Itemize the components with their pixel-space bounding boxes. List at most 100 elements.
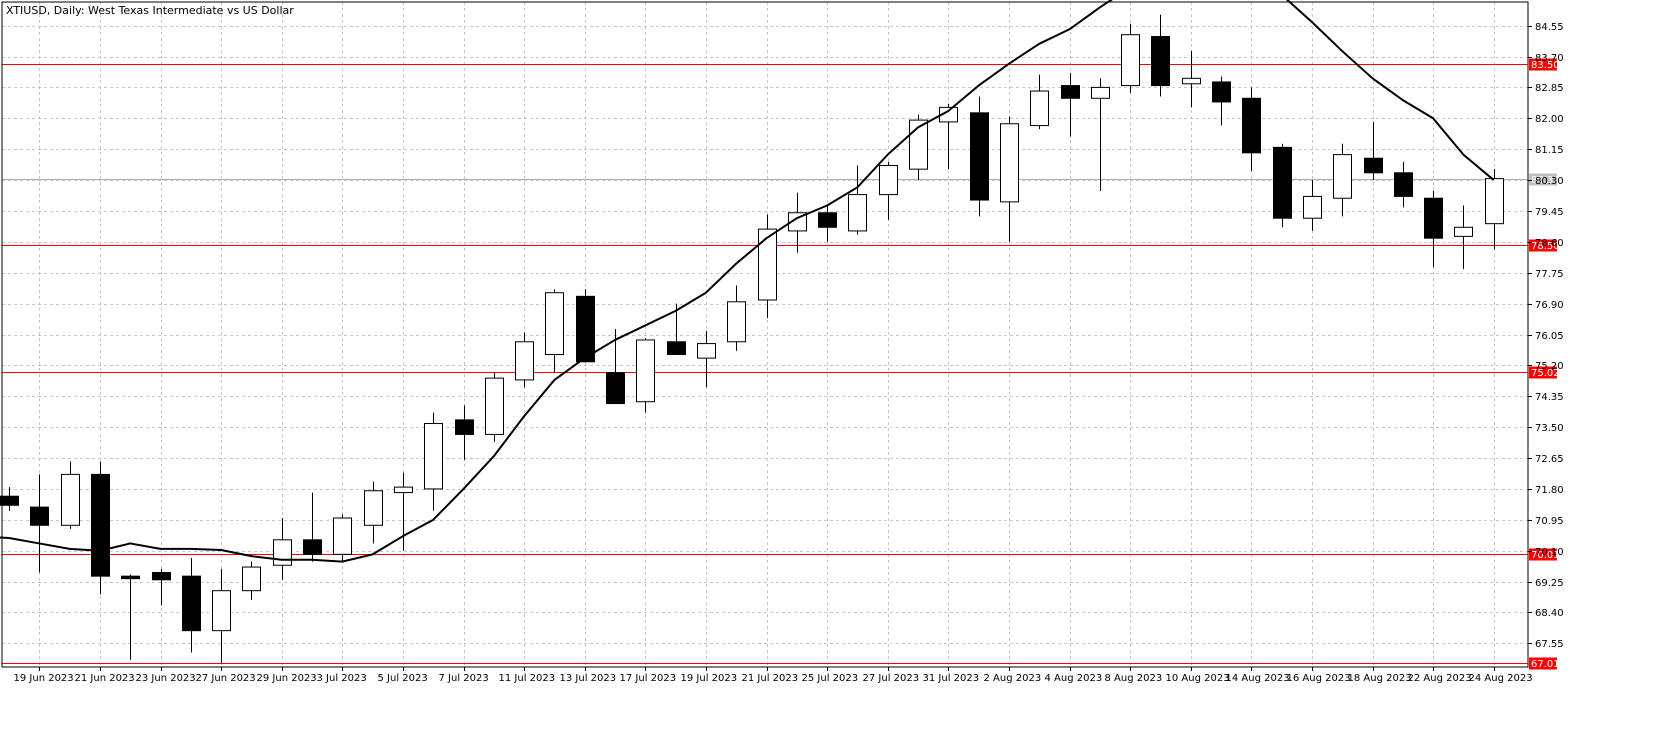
- x-tick-label: 21 Jun 2023: [75, 673, 135, 684]
- x-tick-label: 13 Jul 2023: [560, 673, 617, 684]
- candle-body: [1000, 123, 1019, 203]
- x-tick-label: 2 Aug 2023: [984, 673, 1042, 684]
- candle-body: [364, 490, 383, 526]
- level-label: 67.01: [1531, 659, 1560, 670]
- candle-body: [788, 212, 807, 232]
- candle-body: [303, 539, 322, 555]
- x-tick-label: 22 Aug 2023: [1408, 673, 1472, 684]
- level-label-bg: [1529, 548, 1557, 561]
- candle-body: [1121, 34, 1140, 87]
- y-tick-label: 82.85: [1535, 83, 1564, 94]
- candle-body: [424, 423, 443, 490]
- x-tick-label: 10 Aug 2023: [1166, 673, 1230, 684]
- y-tick-label: 80.30: [1535, 176, 1564, 187]
- y-tick-label: 70.95: [1535, 516, 1564, 527]
- moving-average-line: [0, 0, 1495, 563]
- x-tick-label: 25 Jul 2023: [802, 673, 859, 684]
- y-tick-label: 75.20: [1535, 361, 1564, 372]
- level-label: 75.02: [1531, 368, 1560, 379]
- candle-body: [1061, 85, 1080, 99]
- candle-body: [273, 539, 292, 566]
- candle-body: [545, 292, 564, 355]
- y-tick-label: 74.35: [1535, 392, 1564, 403]
- candle-body: [242, 566, 261, 592]
- x-tick-label: 29 Jun 2023: [257, 673, 317, 684]
- candle-body: [1273, 146, 1292, 219]
- level-label-bg: [1529, 58, 1557, 71]
- current-price-label: 80.34: [1531, 175, 1560, 186]
- candle-body: [485, 377, 504, 435]
- plot-frame: [1, 1, 1529, 668]
- candle-body: [1182, 77, 1201, 85]
- x-tick-label: 11 Jul 2023: [499, 673, 556, 684]
- candle-body: [121, 575, 140, 580]
- x-tick-label: 23 Jun 2023: [136, 673, 196, 684]
- candle-body: [182, 575, 201, 632]
- x-tick-label: 19 Jul 2023: [681, 673, 738, 684]
- candle-body: [0, 495, 19, 506]
- moving-average: [0, 0, 1495, 563]
- candle-body: [1364, 157, 1383, 174]
- x-tick-label: 31 Jul 2023: [923, 673, 980, 684]
- chart-title: XTIUSD, Daily: West Texas Intermediate v…: [6, 4, 294, 17]
- candle-body: [1212, 81, 1231, 103]
- candle-body: [333, 517, 352, 555]
- candle-body: [818, 212, 837, 228]
- y-tick-label: 77.75: [1535, 269, 1564, 280]
- candle-body: [727, 301, 746, 343]
- y-tick-label: 83.70: [1535, 53, 1564, 64]
- y-tick-label: 70.10: [1535, 547, 1564, 558]
- candle-body: [758, 228, 777, 301]
- candle-body: [1242, 97, 1261, 154]
- y-tick-label: 78.60: [1535, 238, 1564, 249]
- candle-body: [1485, 178, 1504, 225]
- level-label-bg: [1529, 657, 1557, 670]
- candle-body: [1091, 86, 1110, 99]
- x-tick-label: 5 Jul 2023: [378, 673, 428, 684]
- x-tick-label: 7 Jul 2023: [439, 673, 489, 684]
- y-tick-label: 76.05: [1535, 331, 1564, 342]
- y-tick-label: 71.80: [1535, 485, 1564, 496]
- candle-body: [909, 119, 928, 170]
- y-tick-label: 82.00: [1535, 114, 1564, 125]
- y-tick-label: 76.90: [1535, 300, 1564, 311]
- candle-body: [455, 419, 474, 435]
- x-tick-label: 24 Aug 2023: [1469, 673, 1533, 684]
- level-label: 83.50: [1531, 60, 1560, 71]
- candle-body: [91, 473, 110, 577]
- y-tick-label: 68.40: [1535, 608, 1564, 619]
- y-tick-label: 81.15: [1535, 145, 1564, 156]
- candle-body: [1151, 36, 1170, 87]
- candle-body: [576, 295, 595, 363]
- candle-body: [61, 473, 80, 526]
- x-tick-label: 27 Jun 2023: [196, 673, 256, 684]
- candle-body: [30, 506, 49, 526]
- y-tick-label: 79.45: [1535, 207, 1564, 218]
- x-tick-label: 8 Aug 2023: [1105, 673, 1163, 684]
- y-tick-label: 69.25: [1535, 578, 1564, 589]
- candle-body: [212, 590, 231, 632]
- candle-body: [515, 341, 534, 381]
- candles: [0, 14, 1504, 664]
- horizontal-levels: 83.50 78.50 75.02 70.01 67.01 80.34: [2, 58, 1560, 670]
- candle-body: [697, 343, 716, 359]
- x-tick-label: 16 Aug 2023: [1287, 673, 1351, 684]
- level-label: 70.01: [1531, 550, 1560, 561]
- x-tick-label: 19 Jun 2023: [14, 673, 74, 684]
- candle-body: [1424, 197, 1443, 239]
- current-price-label-bg: [1529, 173, 1557, 186]
- candle-body: [394, 486, 413, 494]
- candle-body: [1030, 90, 1049, 127]
- x-tick-label: 18 Aug 2023: [1348, 673, 1412, 684]
- y-tick-label: 72.65: [1535, 454, 1564, 465]
- x-axis: 19 Jun 2023 21 Jun 2023 23 Jun 2023 27 Jun …: [14, 667, 1533, 684]
- x-tick-label: 17 Jul 2023: [620, 673, 677, 684]
- candle-body: [636, 339, 655, 403]
- x-tick-label: 3 Jul 2023: [317, 673, 367, 684]
- candle-body: [1333, 154, 1352, 199]
- x-tick-label: 27 Jul 2023: [863, 673, 920, 684]
- candle-body: [848, 194, 867, 232]
- candle-body: [1394, 172, 1413, 197]
- candle-body: [606, 372, 625, 405]
